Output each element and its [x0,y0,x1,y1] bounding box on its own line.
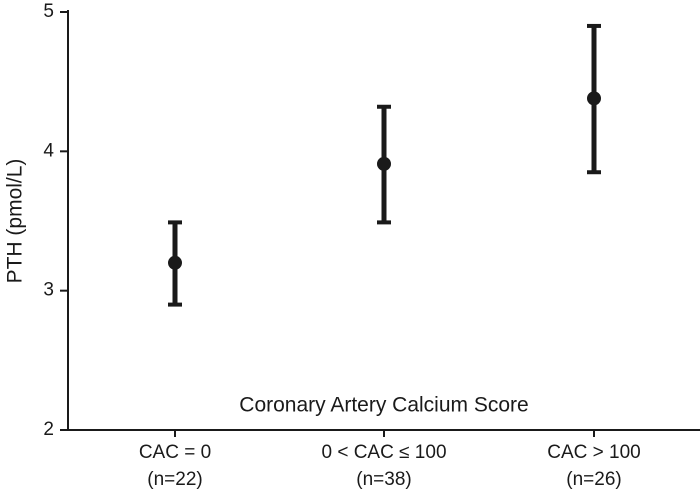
x-tick-count: (n=22) [147,469,202,490]
y-tick-label: 5 [43,1,54,22]
x-tick-count: (n=26) [566,469,621,490]
x-tick-label: CAC = 0 [139,442,211,463]
point [377,156,391,171]
point [168,255,182,270]
x-tick-label: 0 < CAC ≤ 100 [321,442,446,463]
y-tick-label: 4 [43,140,54,161]
x-tick-label: CAC > 100 [547,442,640,463]
y-tick-label: 2 [43,419,54,440]
y-tick-label: 3 [43,280,54,301]
point [587,91,601,106]
x-tick-count: (n=38) [356,469,411,490]
y-axis-title: PTH (pmol/L) [4,159,27,284]
x-axis-title: Coronary Artery Calcium Score [239,394,528,417]
